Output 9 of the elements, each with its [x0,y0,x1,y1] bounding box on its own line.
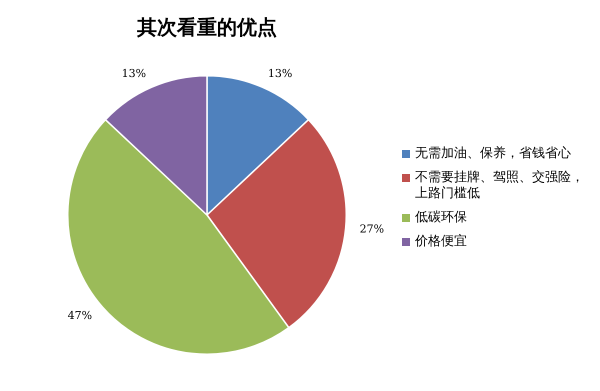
legend-label: 不需要挂牌、驾照、交强险，上路门槛低 [415,170,584,201]
chart-title: 其次看重的优点 [136,14,278,41]
data-label: 13% [268,67,292,80]
data-label: 47% [68,309,92,322]
legend-label: 价格便宜 [415,234,467,249]
legend-label: 低碳环保 [415,210,467,225]
data-label: 27% [360,222,384,236]
legend-label: 无需加油、保养，省钱省心 [415,146,571,161]
data-label: 13% [122,67,146,80]
